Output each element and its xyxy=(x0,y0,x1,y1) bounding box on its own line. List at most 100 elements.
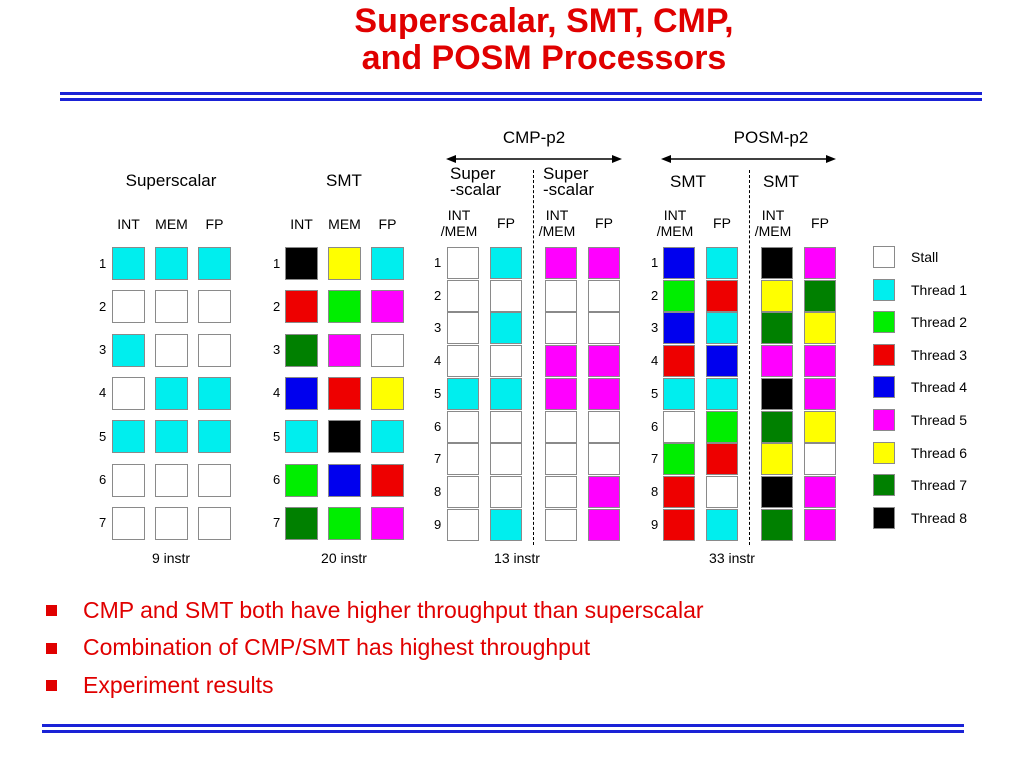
superscalar-slot xyxy=(198,247,231,280)
legend-swatch xyxy=(873,311,895,334)
legend-swatch xyxy=(873,246,895,268)
superscalar-slot xyxy=(112,506,145,540)
legend-label: Thread 2 xyxy=(911,314,968,331)
cmp-col-header: INT /MEM xyxy=(538,207,576,239)
bullet-item-3: Experiment results xyxy=(83,672,274,698)
cmp-slot xyxy=(490,377,522,410)
cmp-slot xyxy=(545,410,577,443)
superscalar-slot xyxy=(112,247,145,280)
legend-swatch xyxy=(873,376,895,399)
smt-slot xyxy=(285,506,318,540)
smt-slot xyxy=(285,333,318,367)
footer-rule-upper xyxy=(42,724,964,727)
posm-row-number: 2 xyxy=(651,287,659,303)
smt-slot xyxy=(285,420,318,454)
cmp-slot xyxy=(490,443,522,476)
smt-slot xyxy=(371,290,404,324)
smt-slot xyxy=(328,506,361,540)
smt-row-number: 6 xyxy=(273,472,281,487)
cmp-row-number: 6 xyxy=(434,418,442,434)
superscalar-slot xyxy=(155,463,188,497)
cmp-slot xyxy=(447,247,479,279)
smt-slot xyxy=(285,290,318,324)
posm-row-number: 6 xyxy=(651,418,659,434)
smt-slot xyxy=(328,463,361,497)
cmp-right-core-label: Super -scalar xyxy=(543,165,594,198)
smt-slot xyxy=(328,290,361,324)
superscalar-col-header: INT xyxy=(117,216,140,232)
posm-slot xyxy=(706,247,738,279)
legend-label: Thread 5 xyxy=(911,412,968,428)
superscalar-row-number: 4 xyxy=(99,385,107,401)
superscalar-slot xyxy=(112,333,145,367)
legend-swatch xyxy=(873,343,895,366)
superscalar-slot xyxy=(155,333,188,367)
title-rule-upper xyxy=(60,92,982,95)
posm-slot xyxy=(706,508,738,541)
superscalar-slot xyxy=(155,420,188,454)
legend-swatch xyxy=(873,278,895,301)
posm-slot xyxy=(761,345,793,378)
smt-slot xyxy=(371,420,404,454)
smt-slot xyxy=(328,420,361,454)
title-line-2: and POSM Processors xyxy=(361,39,727,77)
legend-swatch xyxy=(873,409,895,431)
posm-col-header: INT /MEM xyxy=(656,207,694,239)
legend-label: Thread 1 xyxy=(911,281,968,298)
cmp-row-number: 5 xyxy=(434,385,442,401)
posm-row-number: 9 xyxy=(651,516,659,532)
title-line-1: Superscalar, SMT, CMP, xyxy=(354,2,734,40)
superscalar-slot xyxy=(112,290,145,324)
posm-slot xyxy=(761,247,793,279)
posm-span-arrow xyxy=(661,155,836,163)
cmp-left-core-line2: -scalar xyxy=(450,180,502,199)
posm-col-header: FP xyxy=(713,215,731,231)
cmp-col-header: FP xyxy=(595,215,613,231)
cmp-slot xyxy=(545,443,577,476)
posm-slot xyxy=(761,312,793,345)
cmp-group-label: CMP-p2 xyxy=(502,128,566,147)
posm-core-divider xyxy=(749,170,750,545)
posm-right-core-label: SMT xyxy=(763,172,799,191)
cmp-slot xyxy=(490,410,522,443)
cmp-slot xyxy=(588,345,620,378)
superscalar-row-number: 3 xyxy=(99,342,107,358)
smt-slot xyxy=(285,463,318,497)
smt-row-number: 3 xyxy=(273,342,281,358)
cmp-left-core-label: Super -scalar xyxy=(450,165,502,199)
cmp-row-number: 1 xyxy=(434,255,442,270)
posm-slot xyxy=(663,247,695,279)
smt-slot xyxy=(371,333,404,367)
smt-col-header: INT xyxy=(290,216,313,232)
cmp-slot xyxy=(447,475,479,508)
posm-slot xyxy=(804,377,836,410)
superscalar-slot xyxy=(155,290,188,324)
cmp-slot xyxy=(490,508,522,541)
smt-slot xyxy=(371,247,404,280)
cmp-slot xyxy=(490,279,522,312)
superscalar-row-number: 5 xyxy=(99,428,107,444)
smt-row-number: 5 xyxy=(273,428,281,444)
posm-slot xyxy=(663,279,695,312)
cmp-slot xyxy=(545,508,577,541)
cmp-slot xyxy=(588,508,620,541)
posm-row-number: 1 xyxy=(651,255,659,270)
superscalar-col-header: MEM xyxy=(155,216,188,232)
cmp-slot xyxy=(545,247,577,279)
posm-slot xyxy=(761,475,793,508)
superscalar-row-number: 2 xyxy=(99,298,107,314)
cmp-slot xyxy=(588,443,620,476)
posm-col-header: INT /MEM xyxy=(754,207,792,239)
smt-row-number: 7 xyxy=(273,515,281,531)
cmp-slot xyxy=(545,279,577,312)
cmp-slot xyxy=(447,345,479,378)
smt-slot xyxy=(371,463,404,497)
cmp-slot xyxy=(447,279,479,312)
cmp-row-number: 8 xyxy=(434,483,442,499)
cmp-col-header: INT /MEM xyxy=(440,207,478,239)
posm-slot xyxy=(804,475,836,508)
superscalar-slot xyxy=(155,506,188,540)
posm-row-number: 3 xyxy=(651,320,659,336)
smt-instr-count: 20 instr xyxy=(321,550,367,566)
cmp-slot xyxy=(588,312,620,345)
